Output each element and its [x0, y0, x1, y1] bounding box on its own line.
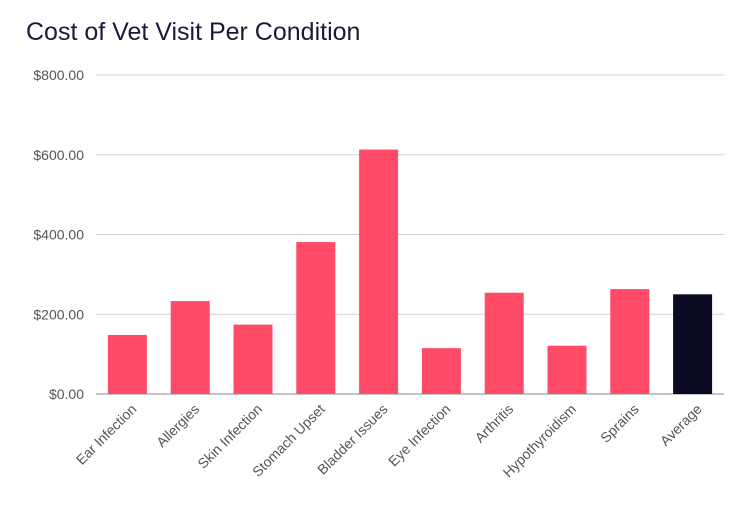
- x-tick-label: Eye Infection: [385, 401, 454, 470]
- x-tick-label: Sprains: [597, 401, 642, 446]
- bar: [422, 348, 461, 394]
- y-axis-ticks: $0.00 $200.00 $400.00 $600.00 $800.00: [33, 67, 84, 402]
- bar: [610, 289, 649, 394]
- x-tick-label: Skin Infection: [194, 401, 265, 472]
- bars: [108, 150, 712, 394]
- x-tick-label: Average: [657, 401, 705, 449]
- bar: [673, 294, 712, 394]
- bar: [234, 325, 273, 394]
- bar: [171, 301, 210, 394]
- bar: [359, 150, 398, 394]
- y-tick-label: $800.00: [33, 67, 84, 83]
- x-tick-label: Ear Infection: [73, 401, 140, 468]
- y-tick-label: $0.00: [49, 386, 84, 402]
- x-tick-label: Allergies: [153, 401, 202, 450]
- bar: [548, 346, 587, 394]
- bar: [485, 293, 524, 394]
- bar: [296, 242, 335, 394]
- x-tick-label: Arthritis: [471, 401, 516, 446]
- y-tick-label: $400.00: [33, 227, 84, 243]
- bar: [108, 335, 147, 394]
- y-tick-label: $600.00: [33, 147, 84, 163]
- y-tick-label: $200.00: [33, 306, 84, 322]
